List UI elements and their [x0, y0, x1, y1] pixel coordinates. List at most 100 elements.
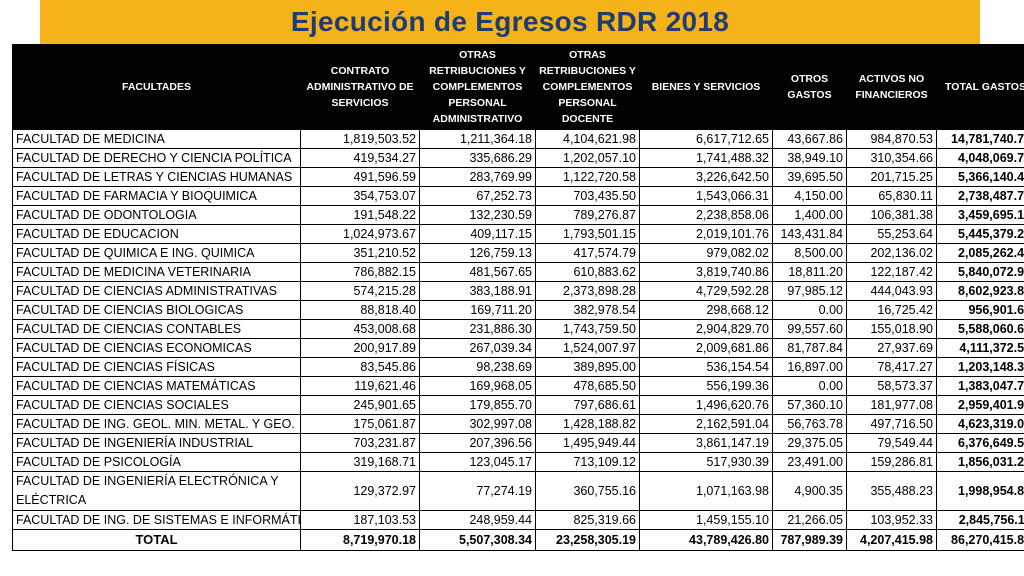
- amount-cell: 417,574.79: [535, 243, 640, 263]
- table-row: FACULTAD DE INGENIERÍA INDUSTRIAL 703,231…: [12, 433, 1024, 453]
- faculty-name: FACULTAD DE QUIMICA E ING. QUIMICA: [12, 243, 301, 263]
- total-gastos-cell: 1,998,954.88: [936, 471, 1024, 511]
- total-cell: 86,270,415.88: [936, 529, 1024, 551]
- amount-cell: 1,543,066.31: [639, 186, 773, 206]
- table-row: FACULTAD DE INGENIERÍA ELECTRÓNICA Y ELÉ…: [12, 471, 1024, 511]
- amount-cell: 98,238.69: [419, 357, 536, 377]
- amount-cell: 703,435.50: [535, 186, 640, 206]
- amount-cell: 55,253.64: [846, 224, 937, 244]
- amount-cell: 389,895.00: [535, 357, 640, 377]
- amount-cell: 382,978.54: [535, 300, 640, 320]
- amount-cell: 310,354.66: [846, 148, 937, 168]
- total-cell: 8,719,970.18: [300, 529, 420, 551]
- amount-cell: 245,901.65: [300, 395, 420, 415]
- total-gastos-cell: 5,366,140.41: [936, 167, 1024, 187]
- amount-cell: 478,685.50: [535, 376, 640, 396]
- total-cell: 787,989.39: [772, 529, 847, 551]
- amount-cell: 1,024,973.67: [300, 224, 420, 244]
- amount-cell: 97,985.12: [772, 281, 847, 301]
- amount-cell: 419,534.27: [300, 148, 420, 168]
- table-row: FACULTAD DE EDUCACION 1,024,973.67 409,117…: [12, 224, 1024, 244]
- amount-cell: 202,136.02: [846, 243, 937, 263]
- amount-cell: 481,567.65: [419, 262, 536, 282]
- amount-cell: 979,082.02: [639, 243, 773, 263]
- amount-cell: 175,061.87: [300, 414, 420, 434]
- amount-cell: 1,793,501.15: [535, 224, 640, 244]
- amount-cell: 248,959.44: [419, 510, 536, 530]
- amount-cell: 1,202,057.10: [535, 148, 640, 168]
- title-bar: Ejecución de Egresos RDR 2018: [40, 0, 980, 44]
- amount-cell: 574,215.28: [300, 281, 420, 301]
- total-gastos-cell: 14,781,740.72: [936, 129, 1024, 149]
- amount-cell: 1,495,949.44: [535, 433, 640, 453]
- amount-cell: 77,274.19: [419, 471, 536, 511]
- amount-cell: 18,811.20: [772, 262, 847, 282]
- amount-cell: 409,117.15: [419, 224, 536, 244]
- amount-cell: 1,819,503.52: [300, 129, 420, 149]
- amount-cell: 65,830.11: [846, 186, 937, 206]
- total-gastos-cell: 5,588,060.68: [936, 319, 1024, 339]
- total-gastos-cell: 2,959,401.90: [936, 395, 1024, 415]
- total-gastos-cell: 956,901.68: [936, 300, 1024, 320]
- total-cell: 43,789,426.80: [639, 529, 773, 551]
- header-bienes-servicios: BIENES Y SERVICIOS: [639, 44, 773, 130]
- faculty-name: FACULTAD DE ODONTOLOGIA: [12, 205, 301, 225]
- faculty-name: FACULTAD DE CIENCIAS ECONOMICAS: [12, 338, 301, 358]
- amount-cell: 16,725.42: [846, 300, 937, 320]
- amount-cell: 1,211,364.18: [419, 129, 536, 149]
- header-row: FACULTADES CONTRATO ADMINISTRATIVO DE SE…: [12, 44, 1024, 130]
- amount-cell: 444,043.93: [846, 281, 937, 301]
- amount-cell: 556,199.36: [639, 376, 773, 396]
- amount-cell: 126,759.13: [419, 243, 536, 263]
- amount-cell: 4,150.00: [772, 186, 847, 206]
- header-otros-gastos: OTROS GASTOS: [772, 44, 847, 130]
- table-row: FACULTAD DE PSICOLOGÍA 319,168.71 123,045.…: [12, 452, 1024, 472]
- amount-cell: 169,968.05: [419, 376, 536, 396]
- amount-cell: 23,491.00: [772, 452, 847, 472]
- amount-cell: 351,210.52: [300, 243, 420, 263]
- amount-cell: 88,818.40: [300, 300, 420, 320]
- amount-cell: 39,695.50: [772, 167, 847, 187]
- amount-cell: 302,997.08: [419, 414, 536, 434]
- amount-cell: 129,372.97: [300, 471, 420, 511]
- amount-cell: 38,949.10: [772, 148, 847, 168]
- amount-cell: 383,188.91: [419, 281, 536, 301]
- amount-cell: 78,417.27: [846, 357, 937, 377]
- page-title: Ejecución de Egresos RDR 2018: [290, 6, 730, 37]
- header-otras-retribuciones-administrativo: OTRAS RETRIBUCIONES Y COMPLEMENTOS PERSO…: [419, 44, 536, 130]
- table-row: FACULTAD DE CIENCIAS CONTABLES 453,008.68…: [12, 319, 1024, 339]
- total-gastos-cell: 2,085,262.48: [936, 243, 1024, 263]
- amount-cell: 283,769.99: [419, 167, 536, 187]
- amount-cell: 6,617,712.65: [639, 129, 773, 149]
- table-row: FACULTAD DE CIENCIAS BIOLOGICAS 88,818.40…: [12, 300, 1024, 320]
- amount-cell: 56,763.78: [772, 414, 847, 434]
- amount-cell: 143,431.84: [772, 224, 847, 244]
- amount-cell: 2,373,898.28: [535, 281, 640, 301]
- faculty-name: FACULTAD DE DERECHO Y CIENCIA POLÍTICA: [12, 148, 301, 168]
- amount-cell: 4,900.35: [772, 471, 847, 511]
- amount-cell: 106,381.38: [846, 205, 937, 225]
- amount-cell: 83,545.86: [300, 357, 420, 377]
- faculty-name: FACULTAD DE CIENCIAS CONTABLES: [12, 319, 301, 339]
- amount-cell: 207,396.56: [419, 433, 536, 453]
- total-gastos-cell: 5,840,072.90: [936, 262, 1024, 282]
- header-otras-retribuciones-docente: OTRAS RETRIBUCIONES Y COMPLEMENTOS PERSO…: [535, 44, 640, 130]
- amount-cell: 610,883.62: [535, 262, 640, 282]
- amount-cell: 517,930.39: [639, 452, 773, 472]
- table-row: FACULTAD DE MEDICINA 1,819,503.52 1,211,36…: [12, 129, 1024, 149]
- faculty-name: FACULTAD DE CIENCIAS MATEMÁTICAS: [12, 376, 301, 396]
- table-row: FACULTAD DE CIENCIAS SOCIALES 245,901.65 1…: [12, 395, 1024, 415]
- total-gastos-cell: 6,376,649.55: [936, 433, 1024, 453]
- faculty-name: FACULTAD DE ING. DE SISTEMAS E INFORMÁTI…: [12, 510, 301, 530]
- header-facultades: FACULTADES: [12, 44, 301, 130]
- amount-cell: 27,937.69: [846, 338, 937, 358]
- amount-cell: 67,252.73: [419, 186, 536, 206]
- faculty-name: FACULTAD DE EDUCACION: [12, 224, 301, 244]
- amount-cell: 984,870.53: [846, 129, 937, 149]
- total-gastos-cell: 4,623,319.09: [936, 414, 1024, 434]
- amount-cell: 123,045.17: [419, 452, 536, 472]
- table-row: FACULTAD DE CIENCIAS MATEMÁTICAS 119,621.…: [12, 376, 1024, 396]
- amount-cell: 8,500.00: [772, 243, 847, 263]
- table-row: FACULTAD DE ING. GEOL. MIN. METAL. Y GEO…: [12, 414, 1024, 434]
- table-row: FACULTAD DE ING. DE SISTEMAS E INFORMÁTI…: [12, 510, 1024, 530]
